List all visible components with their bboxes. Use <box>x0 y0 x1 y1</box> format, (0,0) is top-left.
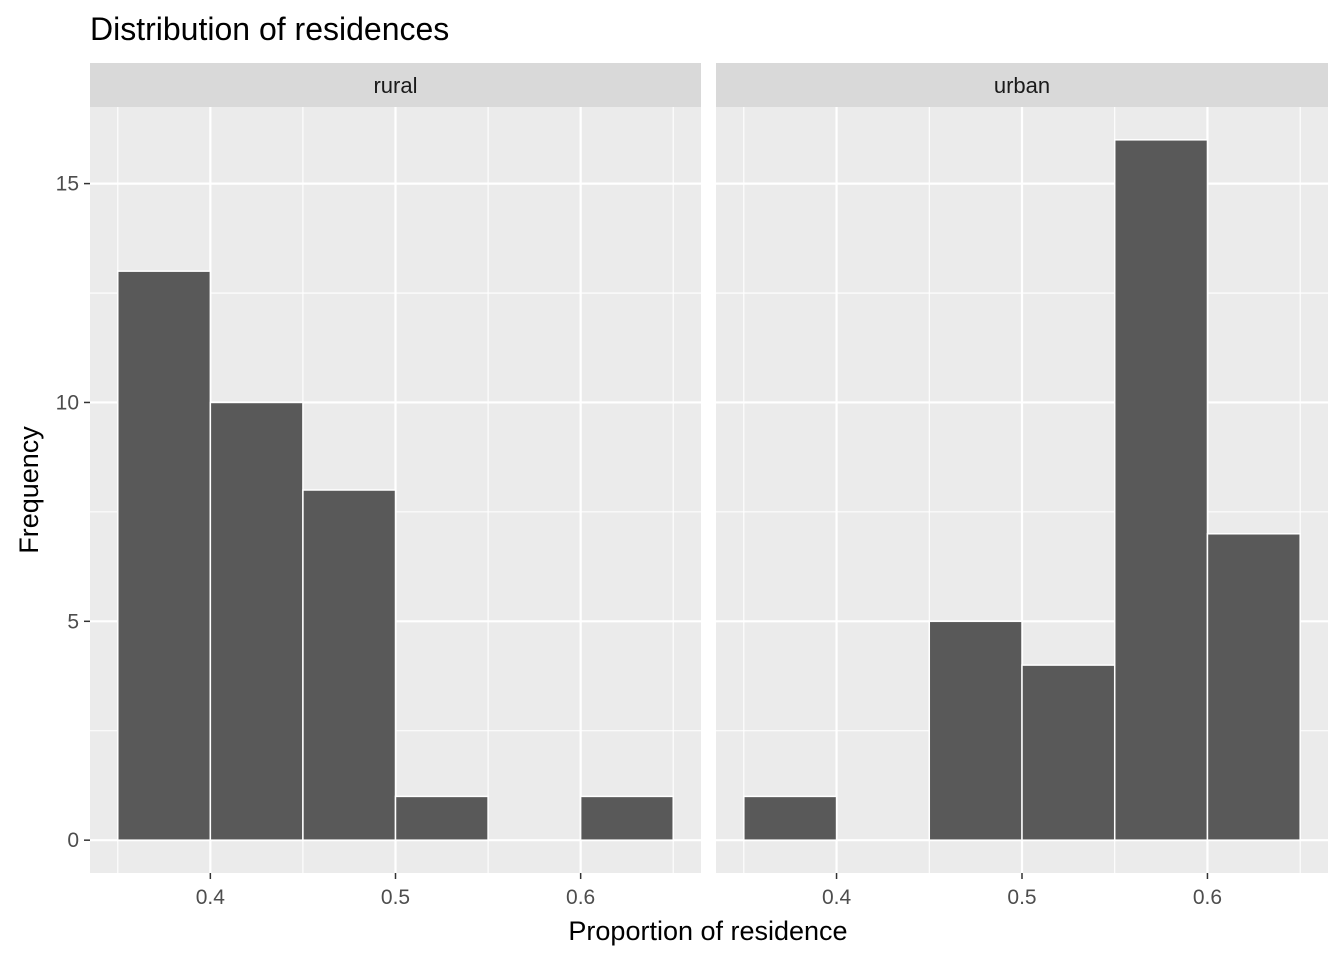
y-tick-label: 15 <box>56 173 79 196</box>
y-tick-label: 5 <box>67 610 79 633</box>
facet-strip-rural <box>90 63 701 107</box>
histogram-bar <box>743 795 838 841</box>
histogram-bar <box>117 270 212 841</box>
histogram-bar <box>1113 139 1209 841</box>
x-axis-label: Proportion of residence <box>568 916 847 946</box>
facet-strip-label-urban: urban <box>994 73 1050 98</box>
x-tick-label: 0.6 <box>1193 886 1222 909</box>
x-tick-label: 0.6 <box>566 886 595 909</box>
chart-title: Distribution of residences <box>90 11 449 47</box>
histogram-bar <box>394 795 489 841</box>
x-tick-label: 0.5 <box>1007 886 1036 909</box>
y-tick-label: 0 <box>67 829 79 852</box>
facet-strip-urban <box>716 63 1328 107</box>
facets-layer: rural 0.4 0.5 0.6 0 5 10 15 urban 0.4 0.5 0.6 <box>56 63 1328 909</box>
facet-panel-rural: rural 0.4 0.5 0.6 0 5 10 15 <box>56 63 701 909</box>
histogram-bar <box>1206 533 1301 841</box>
y-tick-label: 10 <box>56 391 79 414</box>
histogram-bar <box>302 489 397 841</box>
facet-panel-urban: urban 0.4 0.5 0.6 <box>716 63 1328 909</box>
x-tick-label: 0.5 <box>381 886 410 909</box>
histogram-bar <box>209 401 304 841</box>
x-tick-label: 0.4 <box>196 886 226 909</box>
histogram-bar <box>928 620 1023 841</box>
histogram-bar <box>579 795 674 841</box>
x-tick-label: 0.4 <box>822 886 852 909</box>
facet-strip-label-rural: rural <box>373 73 417 98</box>
histogram-bar <box>1021 664 1116 841</box>
y-axis-label: Frequency <box>14 426 44 554</box>
